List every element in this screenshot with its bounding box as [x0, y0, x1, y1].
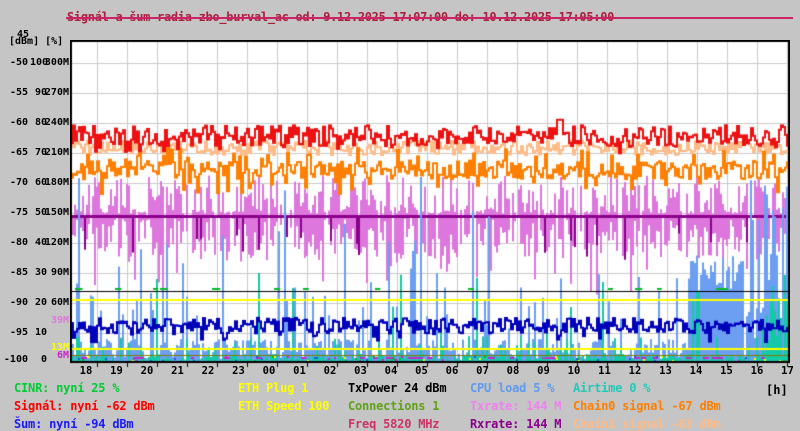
x-axis-label: 10: [567, 365, 581, 377]
x-axis-label: 19: [110, 365, 123, 377]
y-axis-label: 210M: [44, 147, 69, 158]
legend-connections: Connections 1: [348, 399, 440, 413]
x-axis-label: 02: [323, 365, 337, 377]
y-axis-label: 60: [34, 177, 47, 188]
x-axis-label: 23: [232, 365, 245, 377]
y-axis-label: -60: [9, 117, 28, 128]
y-axis-label: -70: [9, 177, 28, 188]
y-axis-extra-label: 6M: [56, 350, 69, 361]
y-axis-label: -90: [9, 297, 28, 308]
x-axis-label: 16: [750, 365, 764, 377]
legend-noise: Šum: nyní -94 dBm: [14, 417, 134, 431]
y-axis-label: 300M: [44, 57, 69, 68]
legend-chain1: Chain1 signal -63 dBm: [573, 417, 721, 431]
x-axis-label: 11: [598, 365, 611, 377]
y-axis-label: -50: [9, 57, 28, 68]
x-axis-label: 07: [476, 365, 489, 377]
x-axis-label: 22: [201, 365, 215, 377]
y-axis-label: -100: [3, 354, 28, 365]
legend-freq: Freq 5820 MHz: [348, 417, 440, 431]
y-axis-label: 70: [34, 147, 47, 158]
legend-cinr: CINR: nyní 25 %: [14, 381, 120, 395]
y-axis-label: 120M: [44, 237, 69, 248]
x-axis-label: 21: [171, 365, 184, 377]
x-axis-label: 00: [262, 365, 276, 377]
y-axis-extra-label: 39M: [50, 315, 69, 326]
y-axis-label: 60M: [50, 297, 69, 308]
legend-chain0: Chain0 signal -67 dBm: [573, 399, 721, 413]
x-axis-label: 18: [79, 365, 93, 377]
x-axis-label: 05: [415, 365, 428, 377]
y-axis-top-label: 45: [17, 29, 30, 40]
y-axis-label: 90: [34, 87, 47, 98]
y-axis-label: -55: [9, 87, 28, 98]
x-axis-label: 14: [689, 365, 703, 377]
y-axis-label: 90M: [50, 267, 69, 278]
x-axis-label: 12: [628, 365, 642, 377]
y-axis-label: 10: [34, 327, 47, 338]
y-axis-label: 180M: [44, 177, 69, 188]
signal-noise-graph: [70, 40, 790, 368]
x-axis-label: 03: [354, 365, 367, 377]
y-axis-label: -80: [9, 237, 28, 248]
y-axis-label: 30: [34, 267, 47, 278]
legend-eth-speed: ETH Speed 100: [238, 399, 330, 413]
x-axis-label: 20: [140, 365, 154, 377]
y-axis-label: 150M: [44, 207, 69, 218]
y-axis-label: -75: [9, 207, 28, 218]
y-axis-label: 270M: [44, 87, 69, 98]
y-axis-label: 80: [34, 117, 47, 128]
title-strikethrough-line: [66, 17, 793, 19]
legend-airtime: Airtime 0 %: [573, 381, 651, 395]
x-axis-unit-label: [h]: [766, 383, 788, 397]
y-axis-label: 40: [34, 237, 47, 248]
y-axis-units-label: [dBm] [%]: [9, 36, 64, 47]
x-axis-label: 15: [720, 365, 733, 377]
legend-txrate: Txrate: 144 M: [470, 399, 562, 413]
y-axis-label: 50: [34, 207, 47, 218]
y-axis-label: -65: [9, 147, 28, 158]
legend-signal: Signál: nyní -62 dBm: [14, 399, 155, 413]
y-axis-label: 240M: [44, 117, 69, 128]
x-axis-label: 13: [659, 365, 672, 377]
y-axis-label: 20: [34, 297, 47, 308]
legend-txpower: TxPower 24 dBm: [348, 381, 447, 395]
x-axis-label: 06: [445, 365, 459, 377]
y-axis-label: 0: [40, 354, 47, 365]
legend-eth-plug: ETH Plug 1: [238, 381, 309, 395]
y-axis-label: 100: [30, 57, 49, 68]
y-axis-label: -85: [9, 267, 28, 278]
y-axis-label: -95: [9, 327, 28, 338]
x-axis-label: 04: [384, 365, 398, 377]
x-axis-label: 17: [781, 365, 794, 377]
legend-cpu-load: CPU load 5 %: [470, 381, 555, 395]
x-axis-label: 01: [293, 365, 306, 377]
x-axis-label: 09: [537, 365, 550, 377]
legend-rxrate: Rxrate: 144 M: [470, 417, 562, 431]
y-axis-extra-label: 13M: [50, 342, 69, 353]
x-axis-label: 08: [506, 365, 520, 377]
